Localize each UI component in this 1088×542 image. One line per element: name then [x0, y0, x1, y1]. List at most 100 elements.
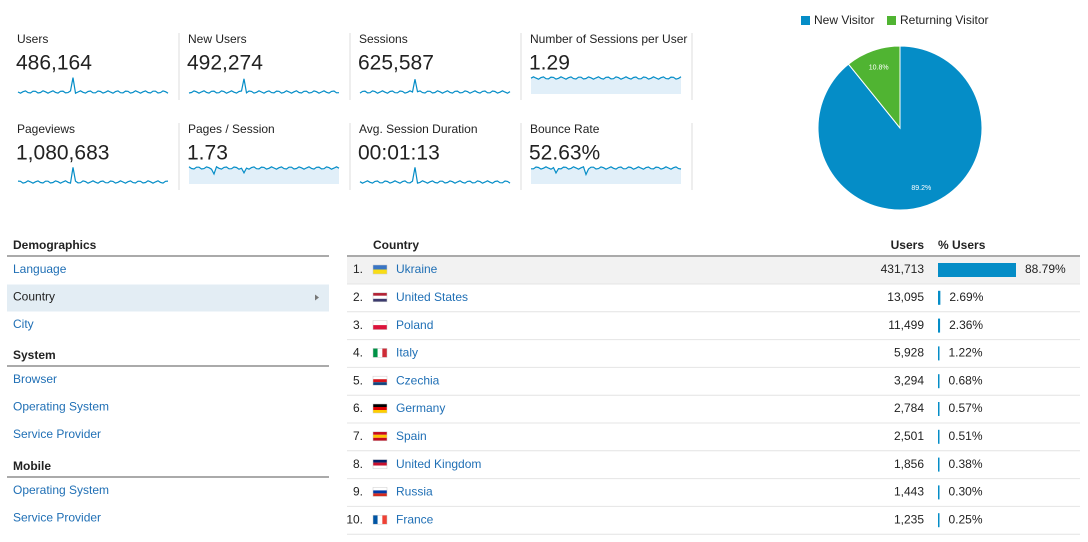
sparkline-area	[531, 166, 681, 184]
pie-label: 89.2%	[911, 185, 931, 192]
share-label: 0.30%	[949, 485, 983, 499]
sparkline	[188, 78, 340, 94]
share-bar	[938, 374, 940, 389]
metric-value: 1.29	[529, 52, 570, 75]
users: 1,235	[894, 512, 924, 526]
country[interactable]: United States	[396, 290, 468, 304]
share-label: 0.51%	[949, 429, 983, 443]
flag-border	[372, 403, 388, 414]
flag	[373, 379, 387, 383]
metric-label: Sessions	[359, 32, 408, 46]
flag-border	[372, 264, 388, 275]
sparkline	[359, 79, 511, 94]
flag	[373, 292, 387, 296]
rank: 8.	[353, 457, 363, 471]
rank: 4.	[353, 346, 363, 360]
sparkline-area	[531, 76, 681, 94]
metric-label: Users	[17, 32, 48, 46]
flag	[382, 348, 387, 358]
country[interactable]: Czechia	[396, 373, 440, 387]
share-bar	[938, 457, 940, 472]
nav-item[interactable]: Service Provider	[13, 427, 101, 441]
country[interactable]: Germany	[396, 401, 445, 415]
share-label: 0.68%	[949, 373, 983, 387]
legend-swatch	[801, 16, 810, 25]
sparkline	[188, 165, 340, 176]
share-bar	[938, 485, 940, 500]
share-bar	[938, 402, 940, 416]
share-bar	[938, 513, 940, 528]
nav-item-highlight	[7, 284, 329, 312]
nav-item[interactable]: Language	[13, 262, 67, 276]
flag-border	[372, 320, 388, 330]
flag-border	[372, 514, 388, 525]
metric-value: 1.73	[187, 142, 228, 165]
nav-item[interactable]: Operating System	[13, 483, 109, 497]
flag	[373, 437, 387, 441]
rank: 1.	[353, 262, 363, 276]
nav-arrow	[315, 294, 319, 301]
flag	[377, 348, 383, 358]
nav-item[interactable]: Operating System	[13, 400, 109, 414]
flag	[373, 325, 387, 330]
share-label: 0.57%	[949, 401, 983, 415]
users: 13,095	[887, 290, 924, 304]
share-label: 0.38%	[949, 457, 983, 471]
flag	[373, 487, 387, 491]
country[interactable]: Poland	[396, 318, 433, 332]
rank: 6.	[353, 401, 363, 415]
share-bar	[938, 318, 941, 333]
share-label: 2.36%	[949, 318, 983, 332]
share-label: 1.22%	[949, 346, 983, 360]
metric-value: 00:01:13	[358, 142, 440, 165]
sparkline-area	[189, 166, 339, 184]
metric-label: Pages / Session	[188, 122, 275, 136]
country[interactable]: Ukraine	[396, 262, 438, 276]
nav-item[interactable]: City	[13, 317, 34, 331]
flag	[373, 431, 387, 435]
flag	[373, 265, 387, 270]
metric-value: 486,164	[16, 52, 92, 75]
nav-item[interactable]: Browser	[13, 372, 57, 386]
sparkline	[359, 167, 511, 184]
flag	[373, 295, 387, 299]
country[interactable]: Russia	[396, 485, 433, 499]
metric-value: 52.63%	[529, 142, 600, 165]
flag-border	[372, 487, 388, 497]
nav-item[interactable]: Country	[13, 290, 55, 304]
flag	[373, 434, 387, 438]
users: 5,928	[894, 346, 924, 360]
nav-section-title: Mobile	[13, 459, 51, 473]
metric-value: 492,274	[187, 52, 263, 75]
flag	[382, 515, 387, 525]
rank: 2.	[353, 290, 363, 304]
country[interactable]: France	[396, 512, 434, 526]
column-header: Country	[373, 238, 419, 252]
rank: 5.	[353, 373, 363, 387]
flag	[373, 493, 387, 497]
metric-label: Bounce Rate	[530, 122, 600, 136]
flag	[373, 348, 378, 358]
share-label: 0.25%	[949, 512, 983, 526]
country[interactable]: Spain	[396, 429, 427, 443]
flag	[373, 465, 387, 469]
country[interactable]: Italy	[396, 346, 418, 360]
share-label: 2.69%	[949, 290, 983, 304]
rank: 3.	[353, 318, 363, 332]
users: 2,784	[894, 401, 924, 415]
column-header: Users	[891, 238, 925, 252]
flag	[373, 515, 378, 525]
legend-swatch	[887, 16, 896, 25]
metric-label: Pageviews	[17, 122, 75, 136]
sparkline	[531, 166, 682, 177]
rank: 10.	[346, 512, 363, 526]
country[interactable]: United Kingdom	[396, 457, 481, 471]
share-bar	[938, 429, 940, 444]
flag	[377, 515, 383, 525]
legend-label: Returning Visitor	[900, 13, 989, 27]
flag-border	[372, 431, 388, 442]
nav-item[interactable]: Service Provider	[13, 511, 101, 525]
share-bar	[938, 263, 1016, 277]
nav-section-title: Demographics	[13, 238, 97, 252]
